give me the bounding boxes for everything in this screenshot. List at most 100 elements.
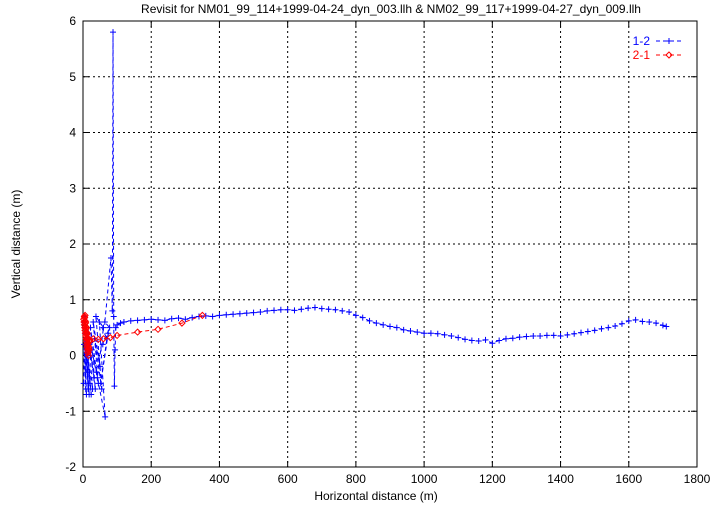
data-point-marker bbox=[109, 307, 116, 314]
data-point-marker bbox=[366, 317, 373, 324]
data-point-marker bbox=[537, 332, 544, 339]
data-point-marker bbox=[114, 321, 121, 328]
x-tick-label: 400 bbox=[209, 472, 229, 486]
data-point-marker bbox=[155, 316, 162, 323]
data-point-marker bbox=[99, 341, 106, 348]
chart-title: Revisit for NM01_99_114+1999-04-24_dyn_0… bbox=[141, 2, 641, 16]
data-point-marker bbox=[346, 309, 353, 316]
y-tick-label: 1 bbox=[69, 293, 76, 307]
data-point-marker bbox=[243, 310, 250, 317]
data-point-marker bbox=[161, 317, 168, 324]
data-point-marker bbox=[393, 324, 400, 331]
data-point-marker bbox=[86, 380, 93, 387]
data-point-marker bbox=[571, 330, 578, 337]
data-point-marker bbox=[496, 337, 503, 344]
data-point-marker bbox=[612, 322, 619, 329]
data-point-marker bbox=[216, 312, 223, 319]
data-point-marker bbox=[110, 29, 117, 36]
data-point-marker bbox=[448, 332, 455, 339]
data-point-marker bbox=[475, 338, 482, 345]
data-point-marker bbox=[509, 335, 516, 342]
data-point-marker bbox=[516, 334, 523, 341]
data-point-marker bbox=[113, 331, 121, 340]
data-point-marker bbox=[92, 385, 99, 392]
data-point-marker bbox=[663, 323, 670, 330]
data-point-marker bbox=[421, 330, 428, 337]
series-2-1 bbox=[79, 311, 207, 360]
data-point-marker bbox=[387, 323, 393, 330]
data-point-marker bbox=[277, 306, 284, 313]
data-point-marker bbox=[434, 330, 441, 337]
data-point-marker bbox=[93, 369, 100, 376]
x-tick-label: 1800 bbox=[684, 472, 711, 486]
data-point-marker bbox=[352, 312, 359, 319]
data-point-marker bbox=[400, 326, 407, 333]
data-point-marker bbox=[564, 331, 571, 338]
data-point-marker bbox=[223, 311, 230, 318]
data-point-marker bbox=[97, 363, 104, 370]
data-point-marker bbox=[88, 391, 95, 398]
data-point-marker bbox=[84, 349, 92, 357]
x-tick-label: 1600 bbox=[615, 472, 642, 486]
data-point-marker bbox=[482, 336, 489, 343]
data-point-marker bbox=[298, 306, 305, 313]
data-point-marker bbox=[455, 334, 462, 341]
data-point-marker bbox=[141, 316, 148, 323]
data-point-marker bbox=[182, 316, 189, 323]
data-point-marker bbox=[318, 305, 325, 312]
data-point-marker bbox=[86, 336, 94, 344]
series-1-2 bbox=[80, 29, 670, 420]
data-point-marker bbox=[97, 380, 104, 387]
data-point-marker bbox=[557, 332, 564, 339]
data-point-marker bbox=[202, 312, 209, 319]
data-point-marker bbox=[407, 327, 414, 334]
data-point-marker bbox=[90, 319, 97, 326]
data-point-marker bbox=[230, 311, 237, 318]
data-point-marker bbox=[441, 331, 448, 338]
data-point-marker bbox=[257, 309, 264, 316]
data-point-marker bbox=[339, 307, 346, 314]
legend: 1-22-1 bbox=[633, 34, 682, 62]
data-point-marker bbox=[100, 324, 107, 331]
data-point-marker bbox=[209, 313, 216, 320]
y-tick-label: -2 bbox=[65, 460, 76, 474]
data-point-marker bbox=[105, 330, 112, 337]
data-point-marker bbox=[110, 313, 117, 320]
data-point-marker bbox=[311, 304, 318, 311]
data-point-marker bbox=[96, 319, 103, 326]
data-point-marker bbox=[291, 307, 298, 314]
data-point-marker bbox=[598, 325, 605, 332]
data-point-marker bbox=[102, 413, 109, 420]
data-point-marker bbox=[502, 335, 509, 342]
data-point-marker bbox=[236, 310, 243, 317]
data-point-marker bbox=[584, 328, 591, 335]
legend-label: 1-2 bbox=[633, 34, 651, 48]
data-point-marker bbox=[92, 313, 99, 320]
data-point-marker bbox=[175, 315, 182, 322]
data-point-marker bbox=[468, 337, 475, 344]
data-point-marker bbox=[154, 325, 162, 334]
data-series bbox=[79, 29, 670, 420]
x-tick-label: 1000 bbox=[411, 472, 438, 486]
data-point-marker bbox=[414, 329, 421, 336]
data-point-marker bbox=[101, 319, 108, 326]
data-point-marker bbox=[666, 38, 672, 44]
data-point-marker bbox=[84, 369, 91, 376]
data-point-marker bbox=[107, 254, 114, 261]
data-point-marker bbox=[284, 306, 291, 313]
legend-label: 2-1 bbox=[633, 48, 651, 62]
data-point-marker bbox=[427, 330, 434, 337]
data-point-marker bbox=[168, 315, 175, 322]
data-point-marker bbox=[189, 314, 196, 321]
data-point-marker bbox=[178, 319, 186, 327]
data-point-marker bbox=[133, 328, 142, 336]
data-point-marker bbox=[530, 332, 537, 339]
data-point-marker bbox=[618, 320, 625, 327]
y-tick-label: -1 bbox=[65, 404, 76, 418]
data-point-marker bbox=[89, 335, 97, 343]
data-point-marker bbox=[578, 329, 585, 336]
x-tick-label: 1400 bbox=[547, 472, 574, 486]
x-axis-ticks: 0 200 400 600 800 1000 1200 1400 1600 1800 bbox=[80, 21, 711, 486]
y-axis-ticks: -2 -1 0 1 2 3 4 5 6 bbox=[65, 14, 697, 474]
